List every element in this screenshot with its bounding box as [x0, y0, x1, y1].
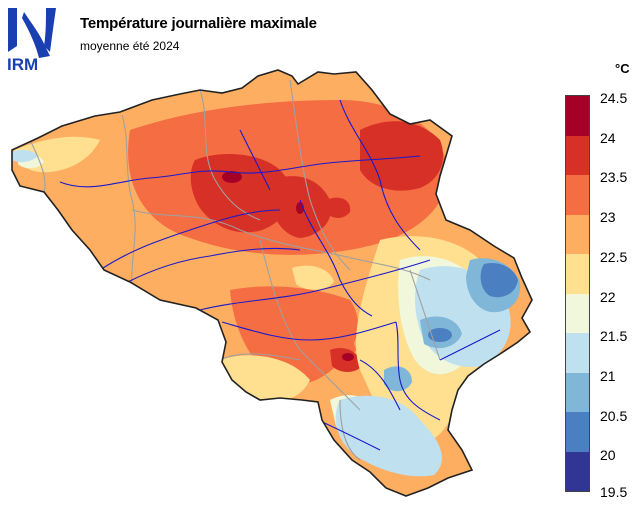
legend-tick: 21.5 [600, 328, 628, 345]
temperature-map [11, 69, 533, 497]
rivers [59, 99, 501, 451]
legend-colorbar [565, 95, 590, 492]
legend-tick: 20.5 [600, 407, 628, 424]
logo-text: IRM [7, 55, 38, 72]
legend-unit: °C [615, 61, 630, 76]
legend-swatch [566, 412, 589, 452]
legend-swatch [566, 293, 589, 333]
legend-tick: 22.5 [600, 248, 628, 265]
legend-swatch [566, 175, 589, 215]
country-border [11, 69, 533, 497]
legend-tick: 20 [600, 447, 616, 464]
legend-tick: 22 [600, 288, 616, 305]
legend-swatch [566, 333, 589, 373]
legend-tick: 23 [600, 209, 616, 226]
legend-swatch [566, 96, 589, 136]
zone-205 [428, 262, 518, 342]
legend-swatch [566, 451, 589, 491]
legend-swatch [566, 372, 589, 412]
legend-swatch [566, 254, 589, 294]
irm-logo: IRM [7, 8, 56, 72]
legend-tick: 21 [600, 367, 616, 384]
legend-tick: 19.5 [600, 484, 628, 500]
legend-swatch [566, 214, 589, 254]
legend-tick: 24.5 [600, 90, 628, 106]
province-boundaries [29, 79, 441, 461]
map-title: Température journalière maximale [80, 15, 317, 32]
map-subtitle: moyenne été 2024 [80, 39, 180, 53]
legend-tick: 23.5 [600, 169, 628, 186]
legend-tick: 24 [600, 129, 616, 146]
legend-swatch [566, 135, 589, 175]
